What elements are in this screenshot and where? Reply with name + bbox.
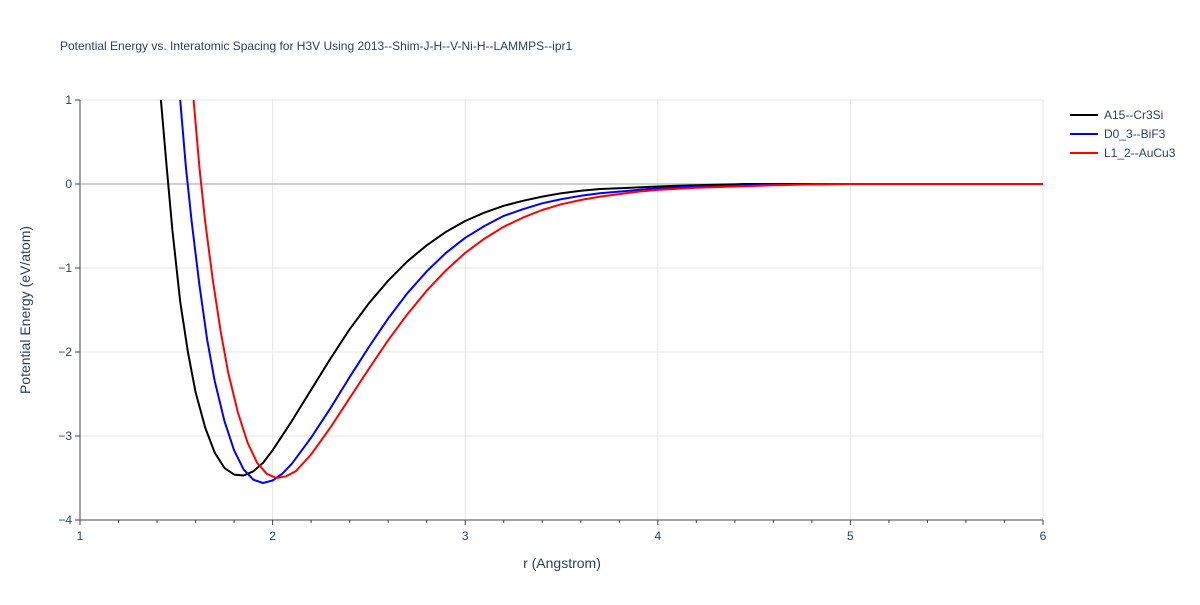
x-tick-label: 4	[654, 529, 661, 543]
legend-label: A15--Cr3Si	[1104, 108, 1163, 122]
y-tick-label: −4	[58, 513, 72, 527]
gridlines	[80, 99, 1044, 520]
y-tick-label: −1	[58, 261, 72, 275]
x-tick-label: 3	[462, 529, 469, 543]
x-axis-label: r (Angstrom)	[523, 555, 601, 571]
x-tick-label: 6	[1040, 529, 1047, 543]
legend-item[interactable]: L1_2--AuCu3	[1070, 146, 1176, 160]
y-tick-label: 0	[65, 177, 72, 191]
series-lines	[159, 100, 1043, 484]
axes	[75, 99, 1044, 525]
x-tick-label: 5	[847, 529, 854, 543]
legend[interactable]: A15--Cr3Si D0_3--BiF3 L1_2--AuCu3	[1070, 108, 1176, 160]
y-axis-label: Potential Energy (eV/atom)	[17, 226, 33, 394]
legend-item[interactable]: D0_3--BiF3	[1070, 127, 1166, 141]
x-tick-label: 2	[269, 529, 276, 543]
legend-item[interactable]: A15--Cr3Si	[1070, 108, 1163, 122]
y-tick-label: 1	[65, 93, 72, 107]
tick-labels: 1 2 3 4 5 6 −4 −3 −2 −1 0 1	[58, 93, 1046, 543]
y-tick-label: −3	[58, 429, 72, 443]
series-line-l1-2-aucu3	[192, 100, 1043, 479]
y-tick-label: −2	[58, 345, 72, 359]
chart-title: Potential Energy vs. Interatomic Spacing…	[60, 39, 572, 53]
series-line-d0-3-bif3	[179, 100, 1043, 484]
legend-label: D0_3--BiF3	[1104, 127, 1166, 141]
series-line-a15-cr3si	[159, 100, 1043, 477]
legend-label: L1_2--AuCu3	[1104, 146, 1176, 160]
x-tick-label: 1	[77, 529, 84, 543]
